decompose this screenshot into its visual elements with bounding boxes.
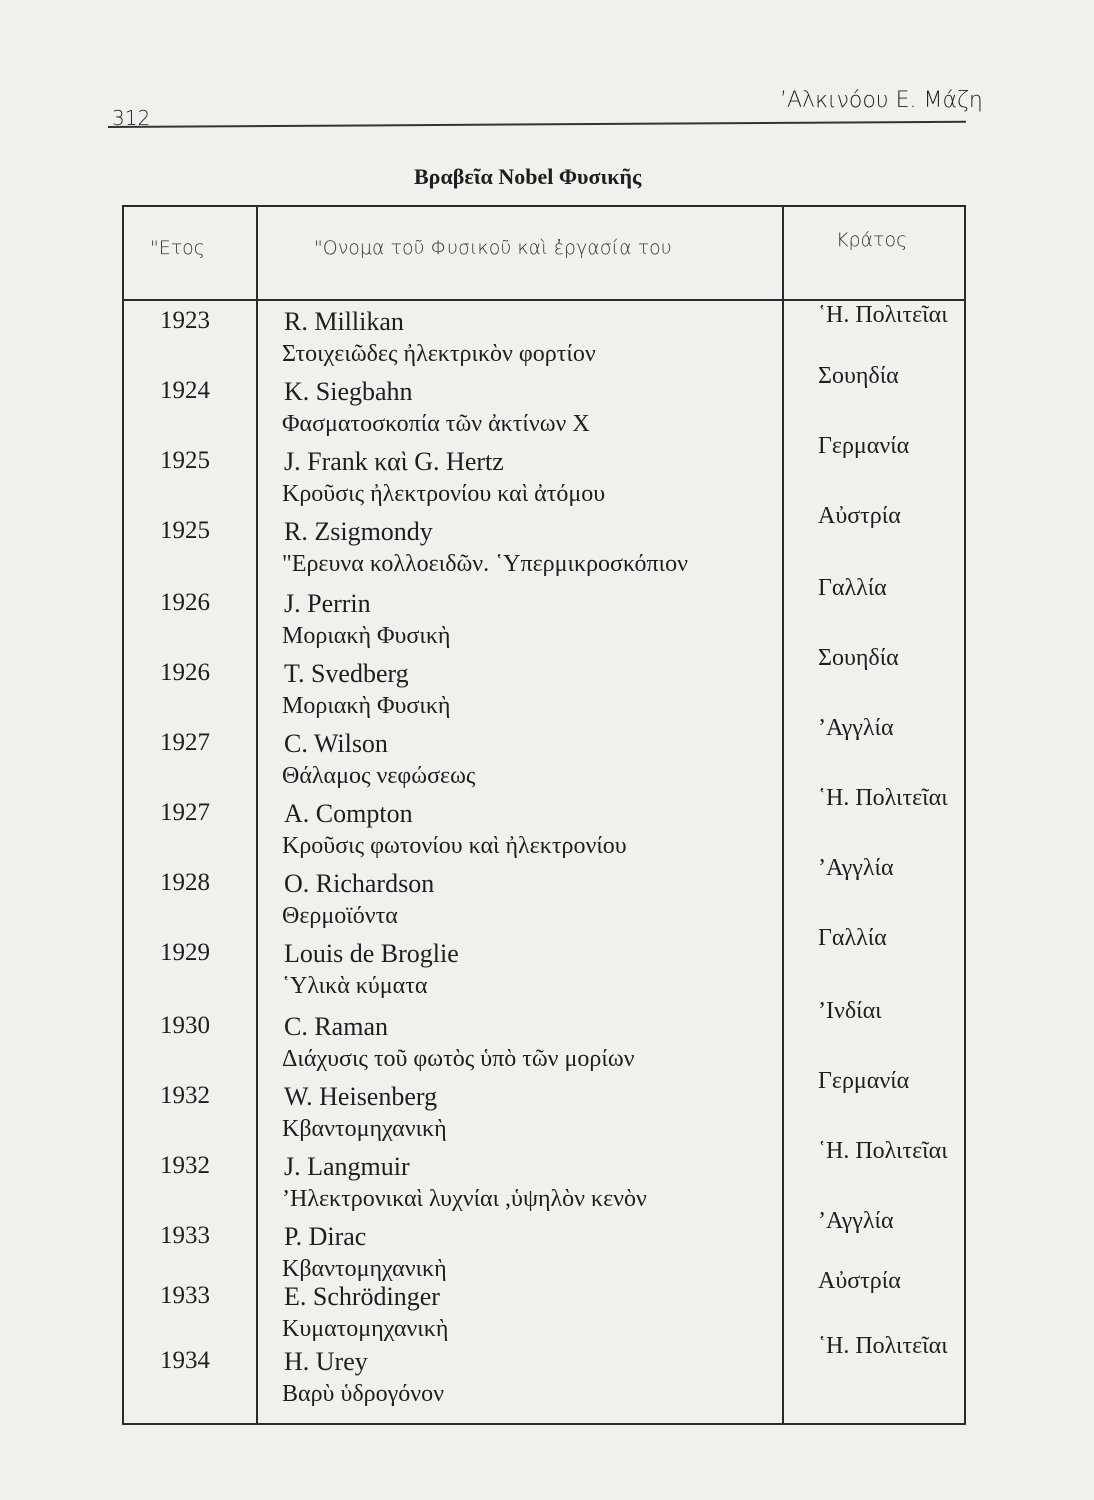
row-work: Διάχυσις τοῦ φωτὸς ὑπὸ τῶν μορίων <box>282 1046 635 1072</box>
row-country: Γαλλία <box>818 575 887 601</box>
column-divider <box>256 207 258 1423</box>
row-year: 1932 <box>160 1152 210 1179</box>
row-year: 1929 <box>160 939 210 966</box>
row-work: Κυματομηχανικὴ <box>282 1316 449 1342</box>
header-rule <box>107 120 966 128</box>
row-physicist-name: A. Compton <box>284 799 413 828</box>
row-physicist-name: J. Perrin <box>284 589 371 618</box>
row-work: Κβαντομηχανικὴ <box>282 1256 447 1282</box>
row-year: 1927 <box>160 799 210 826</box>
row-year: 1925 <box>160 517 210 544</box>
row-physicist-name: K. Siegbahn <box>284 377 413 406</box>
row-physicist-name: O. Richardson <box>284 869 435 898</box>
row-physicist-name: Louis de Broglie <box>284 939 459 968</box>
row-physicist-name: P. Dirac <box>284 1222 367 1251</box>
row-year: 1933 <box>160 1282 210 1309</box>
row-work: Μοριακὴ Φυσικὴ <box>282 623 451 649</box>
row-work: Κροῦσις φωτονίου καὶ ἠλεκτρονίου <box>282 833 627 859</box>
row-physicist-name: C. Raman <box>284 1012 388 1041</box>
row-physicist-name: R. Zsigmondy <box>284 517 433 546</box>
nobel-table: "Ετος "Ονομα τοῦ Φυσικοῦ καὶ ἐργασία του… <box>122 205 966 1425</box>
row-physicist-name: T. Svedberg <box>284 659 409 688</box>
row-work: ῾Υλικὰ κύματα <box>282 973 428 999</box>
row-year: 1932 <box>160 1082 210 1109</box>
row-year: 1924 <box>160 377 210 404</box>
row-country: ’Αγγλία <box>818 855 894 881</box>
row-work: Μοριακὴ Φυσικὴ <box>282 693 451 719</box>
row-physicist-name: H. Urey <box>284 1347 368 1376</box>
running-header-author: ’Αλκινόου Ε. Μάζη <box>780 88 983 113</box>
row-work: "Ερευνα κολλοειδῶν. ῾Υπερμικροσκόπιον <box>282 551 688 577</box>
row-country: Αὐστρία <box>818 1268 901 1294</box>
column-divider <box>782 207 784 1423</box>
row-work: Κροῦσις ἠλεκτρονίου καὶ ἀτόμου <box>282 481 606 507</box>
row-physicist-name: J. Langmuir <box>284 1152 410 1181</box>
row-year: 1934 <box>160 1347 210 1374</box>
column-header-year: "Ετος <box>150 237 205 259</box>
column-header-name: "Ονομα τοῦ Φυσικοῦ καὶ ἐργασία του <box>314 237 672 259</box>
row-physicist-name: E. Schrödinger <box>284 1282 440 1311</box>
row-work: Κβαντομηχανικὴ <box>282 1116 447 1142</box>
row-country: ῾Η. Πολιτεῖαι <box>818 785 948 811</box>
row-work: Φασματοσκοπία τῶν ἀκτίνων X <box>282 411 590 437</box>
page-number: 312 <box>112 106 151 130</box>
row-country: Σουηδία <box>818 645 899 671</box>
row-country: ’Ινδίαι <box>818 998 882 1024</box>
row-year: 1930 <box>160 1012 210 1039</box>
row-work: Βαρὺ ὑδρογόνον <box>282 1381 444 1407</box>
row-country: Αὐστρία <box>818 503 901 529</box>
row-country: Γερμανία <box>818 433 910 459</box>
page-title: Βραβεῖα Nobel Φυσικῆς <box>414 164 642 189</box>
row-country: Γερμανία <box>818 1068 910 1094</box>
row-country: ῾Η. Πολιτεῖαι <box>818 1138 948 1164</box>
row-physicist-name: C. Wilson <box>284 729 388 758</box>
row-year: 1926 <box>160 659 210 686</box>
row-country: ’Αγγλία <box>818 1208 894 1234</box>
row-year: 1928 <box>160 869 210 896</box>
row-country: Γαλλία <box>818 925 887 951</box>
row-country: Σουηδία <box>818 363 899 389</box>
row-country: ῾Η. Πολιτεῖαι <box>818 1333 948 1359</box>
row-physicist-name: J. Frank καὶ G. Hertz <box>284 447 504 476</box>
column-header-country: Κράτος <box>836 229 908 251</box>
row-work: Στοιχειῶδες ἠλεκτρικὸν φορτίον <box>282 341 596 367</box>
row-physicist-name: R. Millikan <box>284 307 404 336</box>
row-country: ῾Η. Πολιτεῖαι <box>818 302 948 328</box>
row-year: 1927 <box>160 729 210 756</box>
row-year: 1933 <box>160 1222 210 1249</box>
row-work: ’Ηλεκτρονικαὶ λυχνίαι ,ὑψηλὸν κενὸν <box>282 1186 647 1212</box>
row-country: ’Αγγλία <box>818 715 894 741</box>
row-physicist-name: W. Heisenberg <box>284 1082 438 1111</box>
row-year: 1923 <box>160 307 210 334</box>
row-work: Θερμοϊόντα <box>282 903 398 929</box>
row-year: 1925 <box>160 447 210 474</box>
row-year: 1926 <box>160 589 210 616</box>
row-work: Θάλαμος νεφώσεως <box>282 763 476 789</box>
header-divider <box>124 299 964 301</box>
